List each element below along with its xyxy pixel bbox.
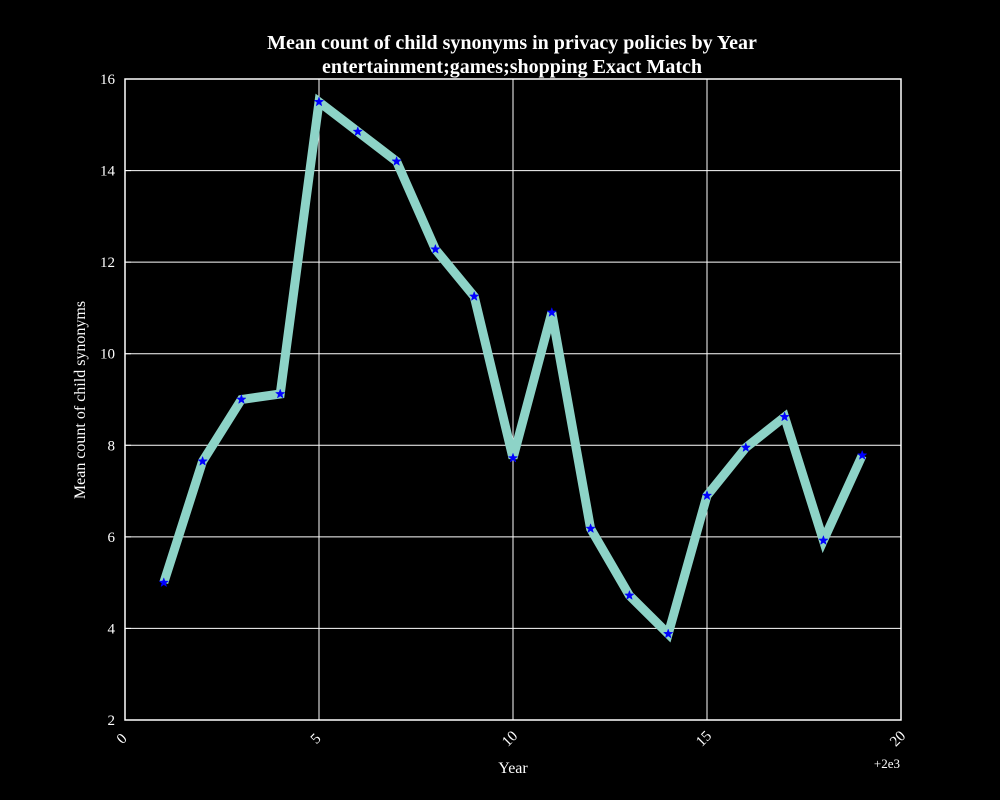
y-tick-label: 4 [108,621,116,637]
x-axis-offset-label: +2e3 [874,756,900,771]
y-tick-label: 14 [100,164,116,180]
y-tick-label: 6 [108,530,116,546]
data-point-marker [585,523,596,534]
data-point-marker [818,535,829,545]
data-point-marker [274,388,286,399]
data-point-marker [662,628,674,639]
data-point-marker [624,589,635,600]
data-point-marker [430,243,441,254]
data-point-marker [546,306,558,317]
data-point-marker [856,449,868,460]
data-point-marker [701,490,713,501]
chart-title: Mean count of child synonyms in privacy … [267,32,757,54]
y-tick-label: 12 [100,255,115,271]
data-point-marker [507,452,519,463]
data-point-marker [236,393,247,404]
x-axis-label: Year [498,760,528,777]
chart-subtitle: entertainment;games;shopping Exact Match [322,56,702,78]
data-point-marker [468,290,480,301]
y-axis-label: Mean count of child synonyms [72,301,89,499]
grid-layer [124,78,902,721]
data-point-marker [391,155,402,166]
y-tick-label: 2 [108,713,116,729]
data-point-marker [197,455,208,466]
data-point-marker [158,577,170,588]
data-point-marker [779,411,790,422]
y-tick-label: 8 [108,438,116,454]
data-point-marker [313,96,325,107]
marker-layer [158,96,868,639]
data-point-marker [740,442,752,453]
data-point-marker [352,126,364,137]
y-tick-label: 16 [100,72,116,88]
y-tick-label: 10 [100,347,115,363]
